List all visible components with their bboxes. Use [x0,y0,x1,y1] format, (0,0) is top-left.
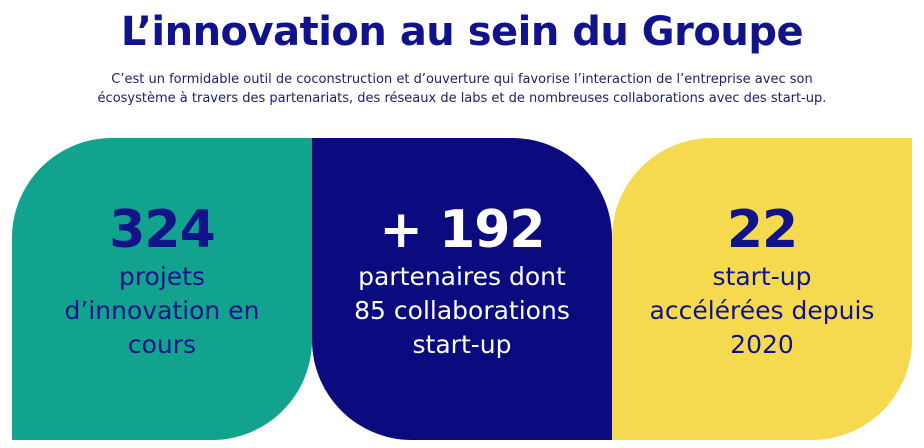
projects-line-3: cours [127,330,197,359]
intro-line-1: C’est un formidable outil de coconstruct… [111,72,813,87]
partners-line-2: 85 collaborations [354,296,570,325]
startups-line-2: accélérées depuis [649,296,875,325]
partners-count: + 192 [379,200,545,260]
projects-line-1: projets [118,262,206,291]
stats-cards: 324 projets d’innovation en cours + 192 … [12,138,912,440]
projects-line-2: d’innovation en [64,296,260,325]
card-startups: 22 start-up accélérées depuis 2020 [612,138,912,440]
startups-description: start-up accélérées depuis 2020 [650,260,875,362]
partners-line-3: start-up [412,330,512,359]
projects-description: projets d’innovation en cours [65,260,260,362]
startups-line-3: 2020 [730,330,794,359]
startups-line-1: start-up [712,262,812,291]
intro-text: C’est un formidable outil de coconstruct… [60,70,864,108]
intro-line-2: écosystème à travers des partenariats, d… [97,91,827,106]
partners-line-1: partenaires dont [358,262,566,291]
card-projects: 324 projets d’innovation en cours [12,138,312,440]
startups-count: 22 [726,200,798,260]
projects-count: 324 [109,200,216,260]
partners-description: partenaires dont 85 collaborations start… [354,260,570,362]
page-title: L’innovation au sein du Groupe [120,9,804,55]
card-partners: + 192 partenaires dont 85 collaborations… [312,138,612,440]
